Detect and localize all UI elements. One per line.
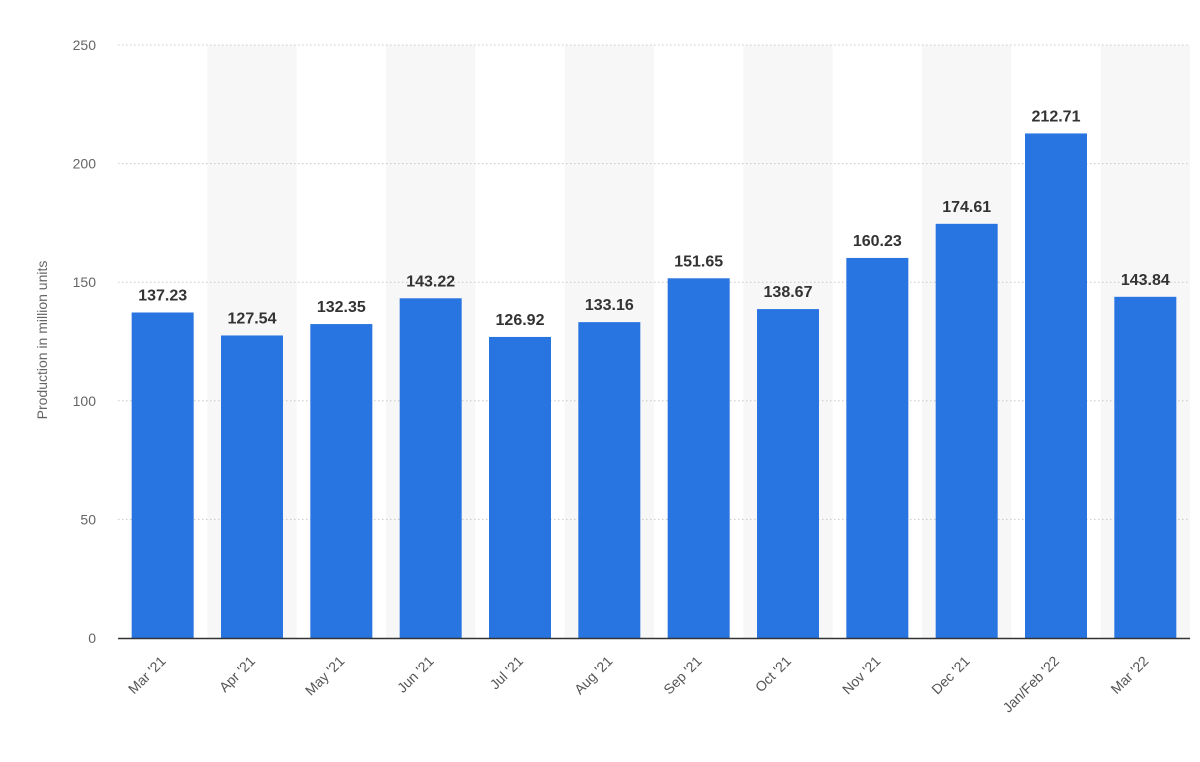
bars	[131, 133, 1177, 638]
data-labels: 137.23 127.54 132.35 143.22 126.92 133.16 151.…	[138, 108, 1170, 328]
bar	[757, 309, 819, 638]
gridlines	[118, 44, 1190, 520]
x-tick-label: Mar '21	[125, 653, 169, 697]
bar	[1025, 133, 1087, 638]
x-tick-label: Oct '21	[752, 653, 795, 696]
data-label: 133.16	[585, 297, 634, 314]
y-tick-label: 150	[73, 274, 97, 290]
x-tick-label: Aug '21	[571, 653, 616, 698]
data-label: 132.35	[317, 299, 366, 316]
y-tick-label: 50	[80, 511, 96, 527]
bar	[131, 312, 194, 638]
data-label: 137.23	[138, 287, 187, 304]
data-label: 151.65	[674, 253, 723, 270]
x-axis-ticks: Mar '21 Apr '21 May '21 Jun '21 Jul '21 Aug '…	[125, 653, 1152, 716]
y-axis-title: Production in million units	[34, 261, 50, 420]
data-label: 126.92	[496, 312, 545, 329]
y-tick-label: 200	[73, 156, 97, 172]
x-tick-label: Jan/Feb '22	[999, 653, 1062, 716]
y-tick-label: 100	[73, 393, 97, 409]
data-label: 127.54	[228, 310, 277, 327]
bar	[578, 322, 641, 638]
x-tick-label: May '21	[302, 653, 348, 699]
y-tick-label: 0	[88, 630, 96, 646]
x-tick-label: Dec '21	[928, 653, 973, 698]
bar	[399, 298, 462, 638]
y-axis-ticks: 0 50 100 150 200 250	[73, 37, 97, 646]
y-tick-label: 250	[73, 37, 97, 53]
data-label: 174.61	[942, 199, 991, 216]
data-label: 160.23	[853, 233, 902, 250]
data-label: 143.84	[1121, 272, 1170, 289]
bar	[489, 336, 551, 638]
x-tick-label: Apr '21	[216, 653, 259, 696]
bar	[221, 335, 283, 638]
bar	[1114, 296, 1177, 638]
bar	[667, 278, 730, 638]
data-label: 143.22	[406, 273, 455, 290]
x-tick-label: Sep '21	[660, 653, 705, 698]
x-tick-label: Jul '21	[487, 653, 527, 693]
x-tick-label: Mar '22	[1107, 653, 1151, 697]
x-tick-label: Jun '21	[394, 653, 437, 696]
data-label: 138.67	[764, 284, 813, 301]
bar	[935, 223, 998, 638]
bar	[310, 324, 373, 638]
data-label: 212.71	[1032, 108, 1081, 125]
bar	[846, 257, 909, 638]
x-tick-label: Nov '21	[839, 653, 884, 698]
